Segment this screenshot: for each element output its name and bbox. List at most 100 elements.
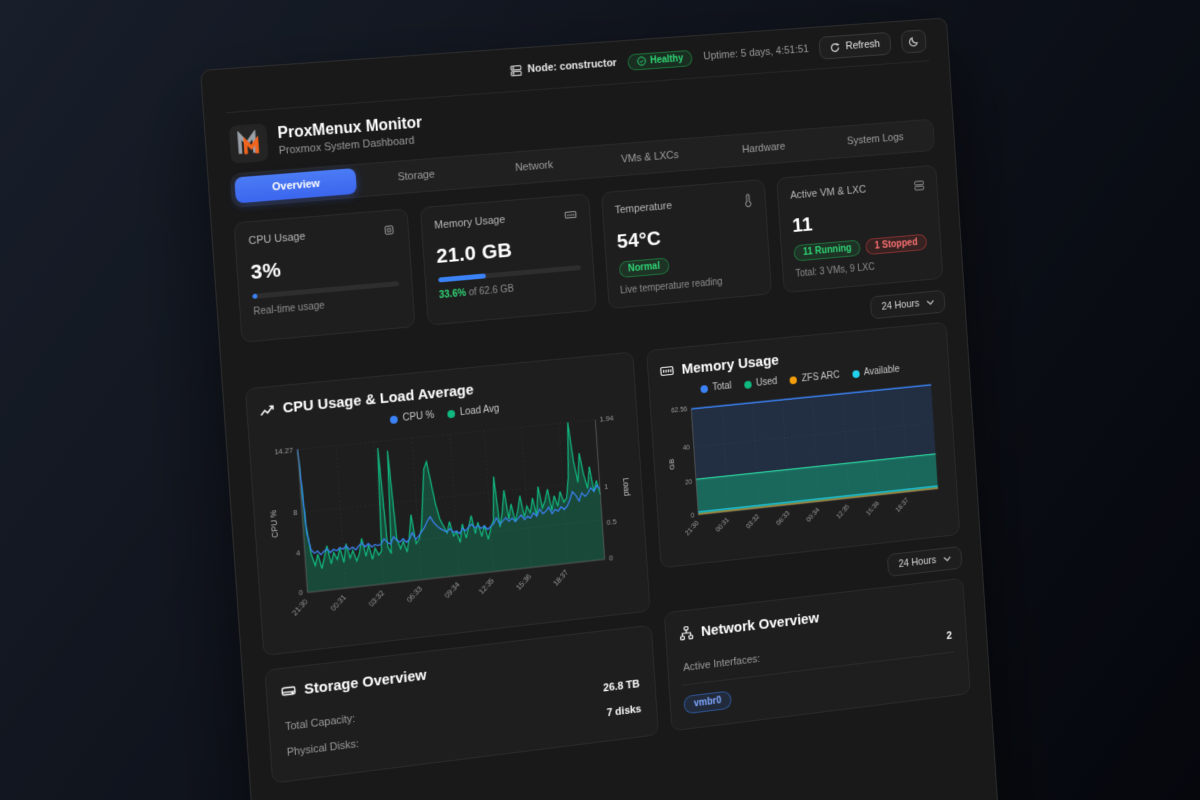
svg-text:06:33: 06:33 (405, 584, 424, 604)
svg-text:0: 0 (609, 554, 614, 563)
cpu-usage-card: CPU Usage 3% Real-time usage (233, 208, 416, 343)
check-circle-icon (637, 56, 647, 66)
memory-usage-card: Memory Usage 21.0 GB 33.6% of 62.6 GB (419, 193, 597, 326)
vm-stopped-badge: 1 Stopped (865, 233, 927, 256)
svg-text:03:32: 03:32 (367, 589, 386, 609)
svg-text:1.94: 1.94 (599, 413, 613, 423)
health-label: Healthy (649, 52, 684, 66)
svg-text:0.5: 0.5 (606, 517, 616, 527)
trending-up-icon (259, 401, 276, 418)
cpu-load-chart: 0 4 8 14.27 0 0.5 1 1.94 21:30 00:31 03:32 06:33 09:… (268, 413, 632, 617)
chevron-down-icon (943, 555, 951, 562)
svg-text:GB: GB (667, 458, 676, 470)
network-interfaces-value: 2 (946, 630, 953, 642)
vm-caption: Total: 3 VMs, 9 LXC (795, 262, 876, 280)
svg-text:4: 4 (296, 548, 301, 557)
chevron-down-icon (926, 299, 934, 305)
storage-disks-label: Physical Disks: (286, 737, 360, 759)
svg-text:40: 40 (683, 445, 691, 452)
svg-text:Load: Load (621, 477, 632, 497)
storage-capacity-label: Total Capacity: (284, 712, 356, 733)
vm-card-title: Active VM & LXC (789, 183, 867, 202)
svg-text:18:37: 18:37 (895, 497, 910, 514)
content-columns: CPU Usage & Load Average CPU % Load Avg … (244, 321, 971, 784)
svg-text:0: 0 (298, 588, 303, 597)
tab-storage[interactable]: Storage (397, 168, 436, 184)
memory-chart-card: Memory Usage Total Used ZFS ARC Availabl… (646, 321, 961, 569)
server-icon (509, 63, 522, 77)
storage-title: Storage Overview (303, 666, 428, 698)
theme-toggle-button[interactable] (900, 29, 927, 54)
svg-text:06:33: 06:33 (776, 510, 792, 527)
memory-timeframe-value: 24 Hours (898, 554, 937, 570)
svg-text:1: 1 (604, 482, 609, 491)
active-vm-lxc-card: Active VM & LXC 11 11 Running 1 Stopped … (776, 164, 944, 294)
svg-text:15:36: 15:36 (865, 500, 880, 517)
app-logo (228, 123, 269, 164)
svg-text:0: 0 (691, 513, 695, 520)
memory-card-title: Memory Usage (433, 213, 506, 232)
temperature-card: Temperature 54°C Normal Live temperature… (600, 178, 773, 310)
svg-text:03:32: 03:32 (745, 513, 761, 530)
legend-dot-blue (390, 414, 399, 424)
memory-chart: 0 20 40 62.56 21:30 00:31 03:32 06:33 09:34 12:35… (667, 373, 949, 537)
temperature-caption: Live temperature reading (619, 276, 723, 297)
network-icon (679, 625, 695, 642)
right-column: Memory Usage Total Used ZFS ARC Availabl… (646, 321, 971, 732)
uptime-text: Uptime: 5 days, 4:51:51 (703, 43, 810, 63)
health-badge: Healthy (627, 49, 693, 71)
hard-drive-icon (280, 682, 297, 700)
svg-text:8: 8 (293, 508, 298, 517)
refresh-label: Refresh (845, 38, 881, 53)
moon-icon (908, 35, 919, 47)
cpu-load-chart-card: CPU Usage & Load Average CPU % Load Avg … (244, 351, 651, 656)
storage-disks-value: 7 disks (606, 702, 642, 719)
storage-capacity-value: 26.8 TB (602, 678, 641, 694)
memory-timeframe-select[interactable]: 24 Hours (887, 545, 963, 577)
legend-total: Total (700, 381, 732, 395)
svg-text:15:36: 15:36 (514, 572, 533, 592)
svg-text:62.56: 62.56 (671, 407, 688, 415)
svg-text:09:34: 09:34 (806, 507, 822, 524)
memory-percent: 33.6% (438, 287, 467, 302)
server-stack-icon (913, 179, 926, 197)
left-column: CPU Usage & Load Average CPU % Load Avg … (244, 351, 659, 784)
timeframe-value: 24 Hours (881, 297, 920, 313)
svg-text:12:35: 12:35 (836, 503, 852, 520)
interface-badge[interactable]: vmbr0 (683, 690, 732, 715)
svg-text:21:30: 21:30 (684, 520, 700, 537)
svg-text:14.27: 14.27 (274, 445, 293, 456)
tab-hardware[interactable]: Hardware (741, 140, 786, 156)
tab-system-logs[interactable]: System Logs (846, 131, 904, 148)
thermometer-icon (743, 193, 754, 212)
vm-running-badge: 11 Running (793, 239, 861, 262)
network-interfaces-label: Active Interfaces: (682, 653, 761, 674)
svg-text:21:30: 21:30 (290, 597, 309, 617)
memory-chart-icon (659, 363, 675, 379)
tab-overview[interactable]: Overview (234, 167, 358, 204)
refresh-button[interactable]: Refresh (818, 31, 892, 60)
cpu-chip-icon (382, 223, 396, 242)
memory-total: of 62.6 GB (465, 283, 515, 299)
svg-text:CPU %: CPU % (268, 509, 280, 538)
legend-used: Used (744, 376, 778, 390)
refresh-icon (830, 42, 841, 53)
network-title: Network Overview (700, 609, 820, 640)
network-overview-card: Network Overview Active Interfaces: 2 vm… (663, 577, 971, 732)
cpu-value: 3% (249, 258, 282, 285)
memory-value: 21.0 GB (435, 238, 513, 268)
proxmenux-logo-icon (235, 130, 262, 158)
svg-text:18:37: 18:37 (551, 568, 570, 588)
tab-vms-lxcs[interactable]: VMs & LXCs (620, 149, 680, 166)
svg-text:09:34: 09:34 (443, 580, 462, 600)
temperature-status-badge: Normal (618, 257, 670, 279)
dashboard-window: Node: constructor Healthy Uptime: 5 days… (200, 17, 1005, 800)
vm-count-value: 11 (791, 213, 814, 237)
tab-network[interactable]: Network (514, 159, 554, 174)
svg-text:20: 20 (685, 479, 693, 487)
node-indicator: Node: constructor (509, 57, 617, 77)
timeframe-select[interactable]: 24 Hours (870, 289, 946, 320)
legend-dot-green (447, 409, 456, 418)
node-name: Node: constructor (527, 57, 618, 76)
